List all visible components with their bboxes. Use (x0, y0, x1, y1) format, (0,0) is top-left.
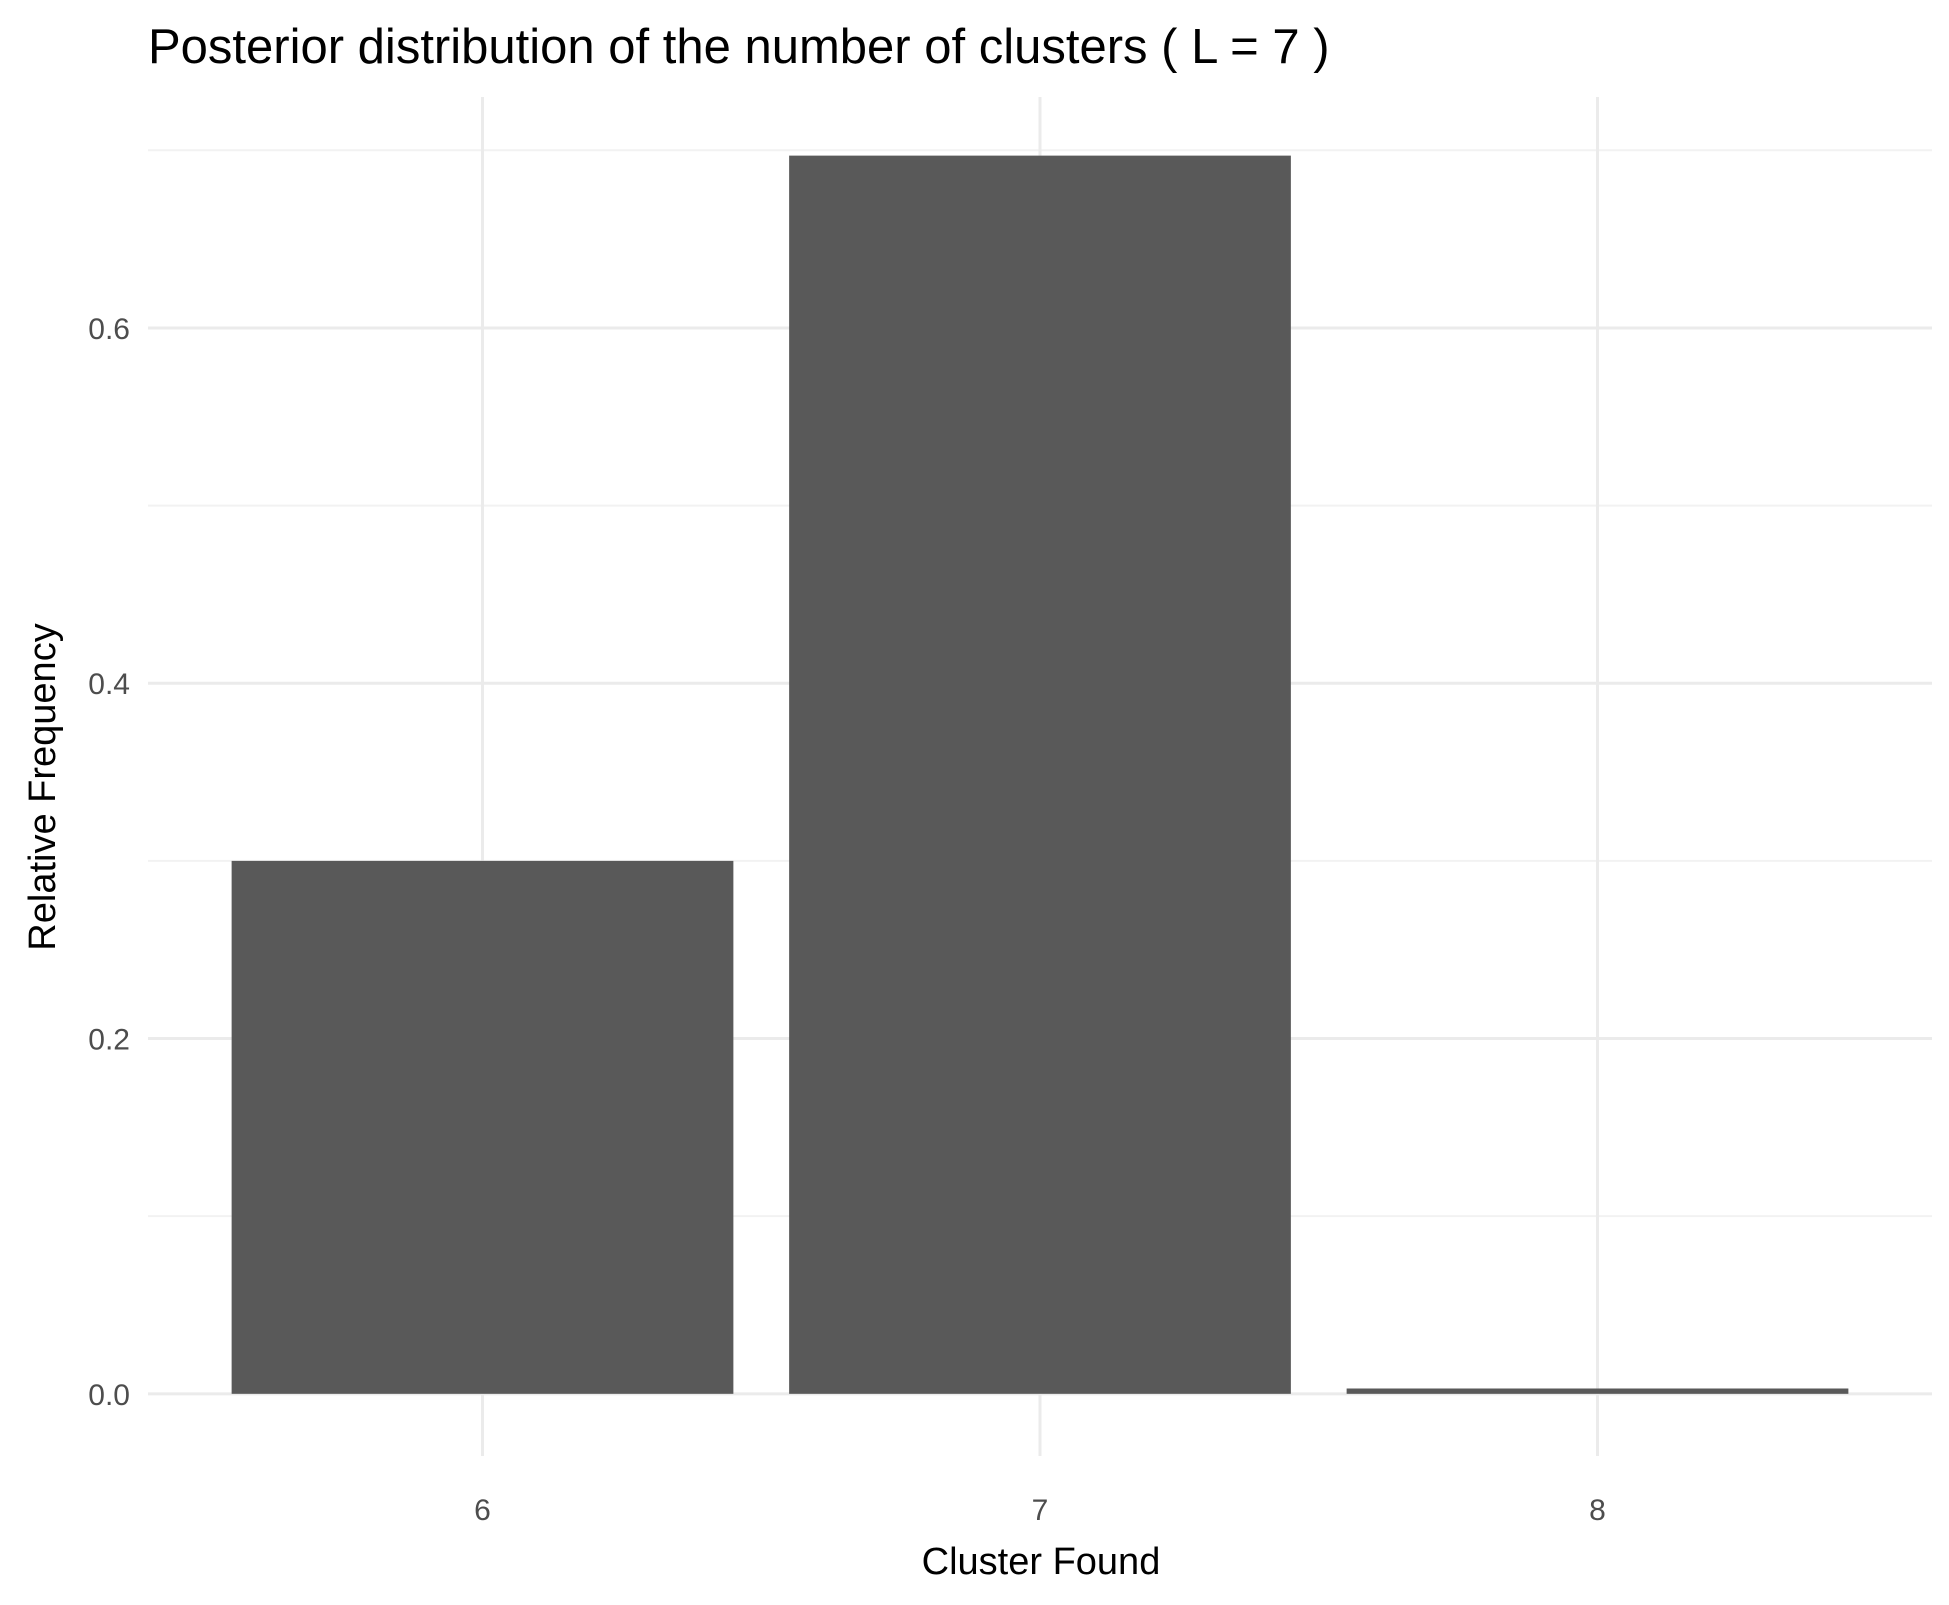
x-axis-title: Cluster Found (922, 1541, 1161, 1583)
bar-8 (1346, 1388, 1849, 1394)
chart-title: Posterior distribution of the number of … (148, 20, 1330, 74)
x-tick-label: 6 (474, 1494, 491, 1527)
y-axis-title: Relative Frequency (22, 623, 64, 950)
y-tick-label: 0.2 (88, 1024, 130, 1057)
bar-layer (231, 155, 1849, 1394)
x-tick-label: 7 (1032, 1494, 1049, 1527)
y-tick-label: 0.4 (88, 668, 130, 701)
bar-7 (789, 155, 1291, 1394)
tick-layer: 0.0 0.2 0.4 0.6 6 7 8 (88, 313, 1606, 1527)
y-tick-label: 0.6 (88, 313, 130, 346)
y-tick-label: 0.0 (88, 1379, 130, 1412)
bar-6 (231, 860, 734, 1394)
x-tick-label: 8 (1589, 1494, 1606, 1527)
